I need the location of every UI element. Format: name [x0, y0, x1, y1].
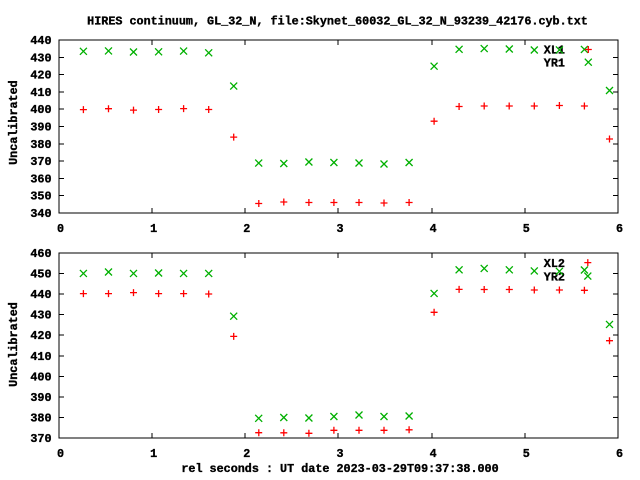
svg-text:0: 0 — [57, 447, 64, 461]
svg-text:370: 370 — [30, 155, 51, 169]
svg-text:380: 380 — [30, 138, 51, 152]
svg-text:XL1: XL1 — [544, 43, 565, 57]
svg-text:rel seconds : UT date 2023-03-: rel seconds : UT date 2023-03-29T09:37:3… — [181, 462, 498, 476]
svg-text:410: 410 — [30, 350, 51, 364]
svg-text:460: 460 — [30, 247, 51, 261]
svg-text:400: 400 — [30, 370, 51, 384]
svg-text:6: 6 — [616, 447, 623, 461]
svg-text:440: 440 — [30, 288, 51, 302]
svg-text:Uncalibrated: Uncalibrated — [7, 302, 21, 387]
svg-text:YR2: YR2 — [544, 271, 565, 285]
svg-text:YR1: YR1 — [544, 57, 565, 71]
svg-text:1: 1 — [150, 447, 157, 461]
svg-text:3: 3 — [336, 447, 343, 461]
svg-text:420: 420 — [30, 329, 51, 343]
svg-text:3: 3 — [336, 222, 343, 236]
svg-text:1: 1 — [150, 222, 157, 236]
svg-text:2: 2 — [243, 447, 250, 461]
svg-text:430: 430 — [30, 51, 51, 65]
svg-text:350: 350 — [30, 190, 51, 204]
svg-text:360: 360 — [30, 172, 51, 186]
svg-text:5: 5 — [523, 447, 530, 461]
svg-text:430: 430 — [30, 309, 51, 323]
svg-text:400: 400 — [30, 103, 51, 117]
svg-text:2: 2 — [243, 222, 250, 236]
svg-text:6: 6 — [616, 222, 623, 236]
svg-text:0: 0 — [57, 222, 64, 236]
svg-text:380: 380 — [30, 411, 51, 425]
svg-text:390: 390 — [30, 391, 51, 405]
svg-text:HIRES continuum, GL_32_N, file: HIRES continuum, GL_32_N, file:Skynet_60… — [87, 14, 588, 28]
svg-text:450: 450 — [30, 268, 51, 282]
svg-text:340: 340 — [30, 207, 51, 221]
svg-text:Uncalibrated: Uncalibrated — [7, 80, 21, 165]
svg-text:370: 370 — [30, 432, 51, 446]
svg-text:390: 390 — [30, 121, 51, 135]
svg-text:5: 5 — [523, 222, 530, 236]
svg-text:440: 440 — [30, 34, 51, 48]
svg-text:4: 4 — [430, 222, 437, 236]
svg-text:4: 4 — [430, 447, 437, 461]
svg-text:410: 410 — [30, 86, 51, 100]
svg-text:420: 420 — [30, 69, 51, 83]
svg-text:XL2: XL2 — [544, 257, 565, 271]
